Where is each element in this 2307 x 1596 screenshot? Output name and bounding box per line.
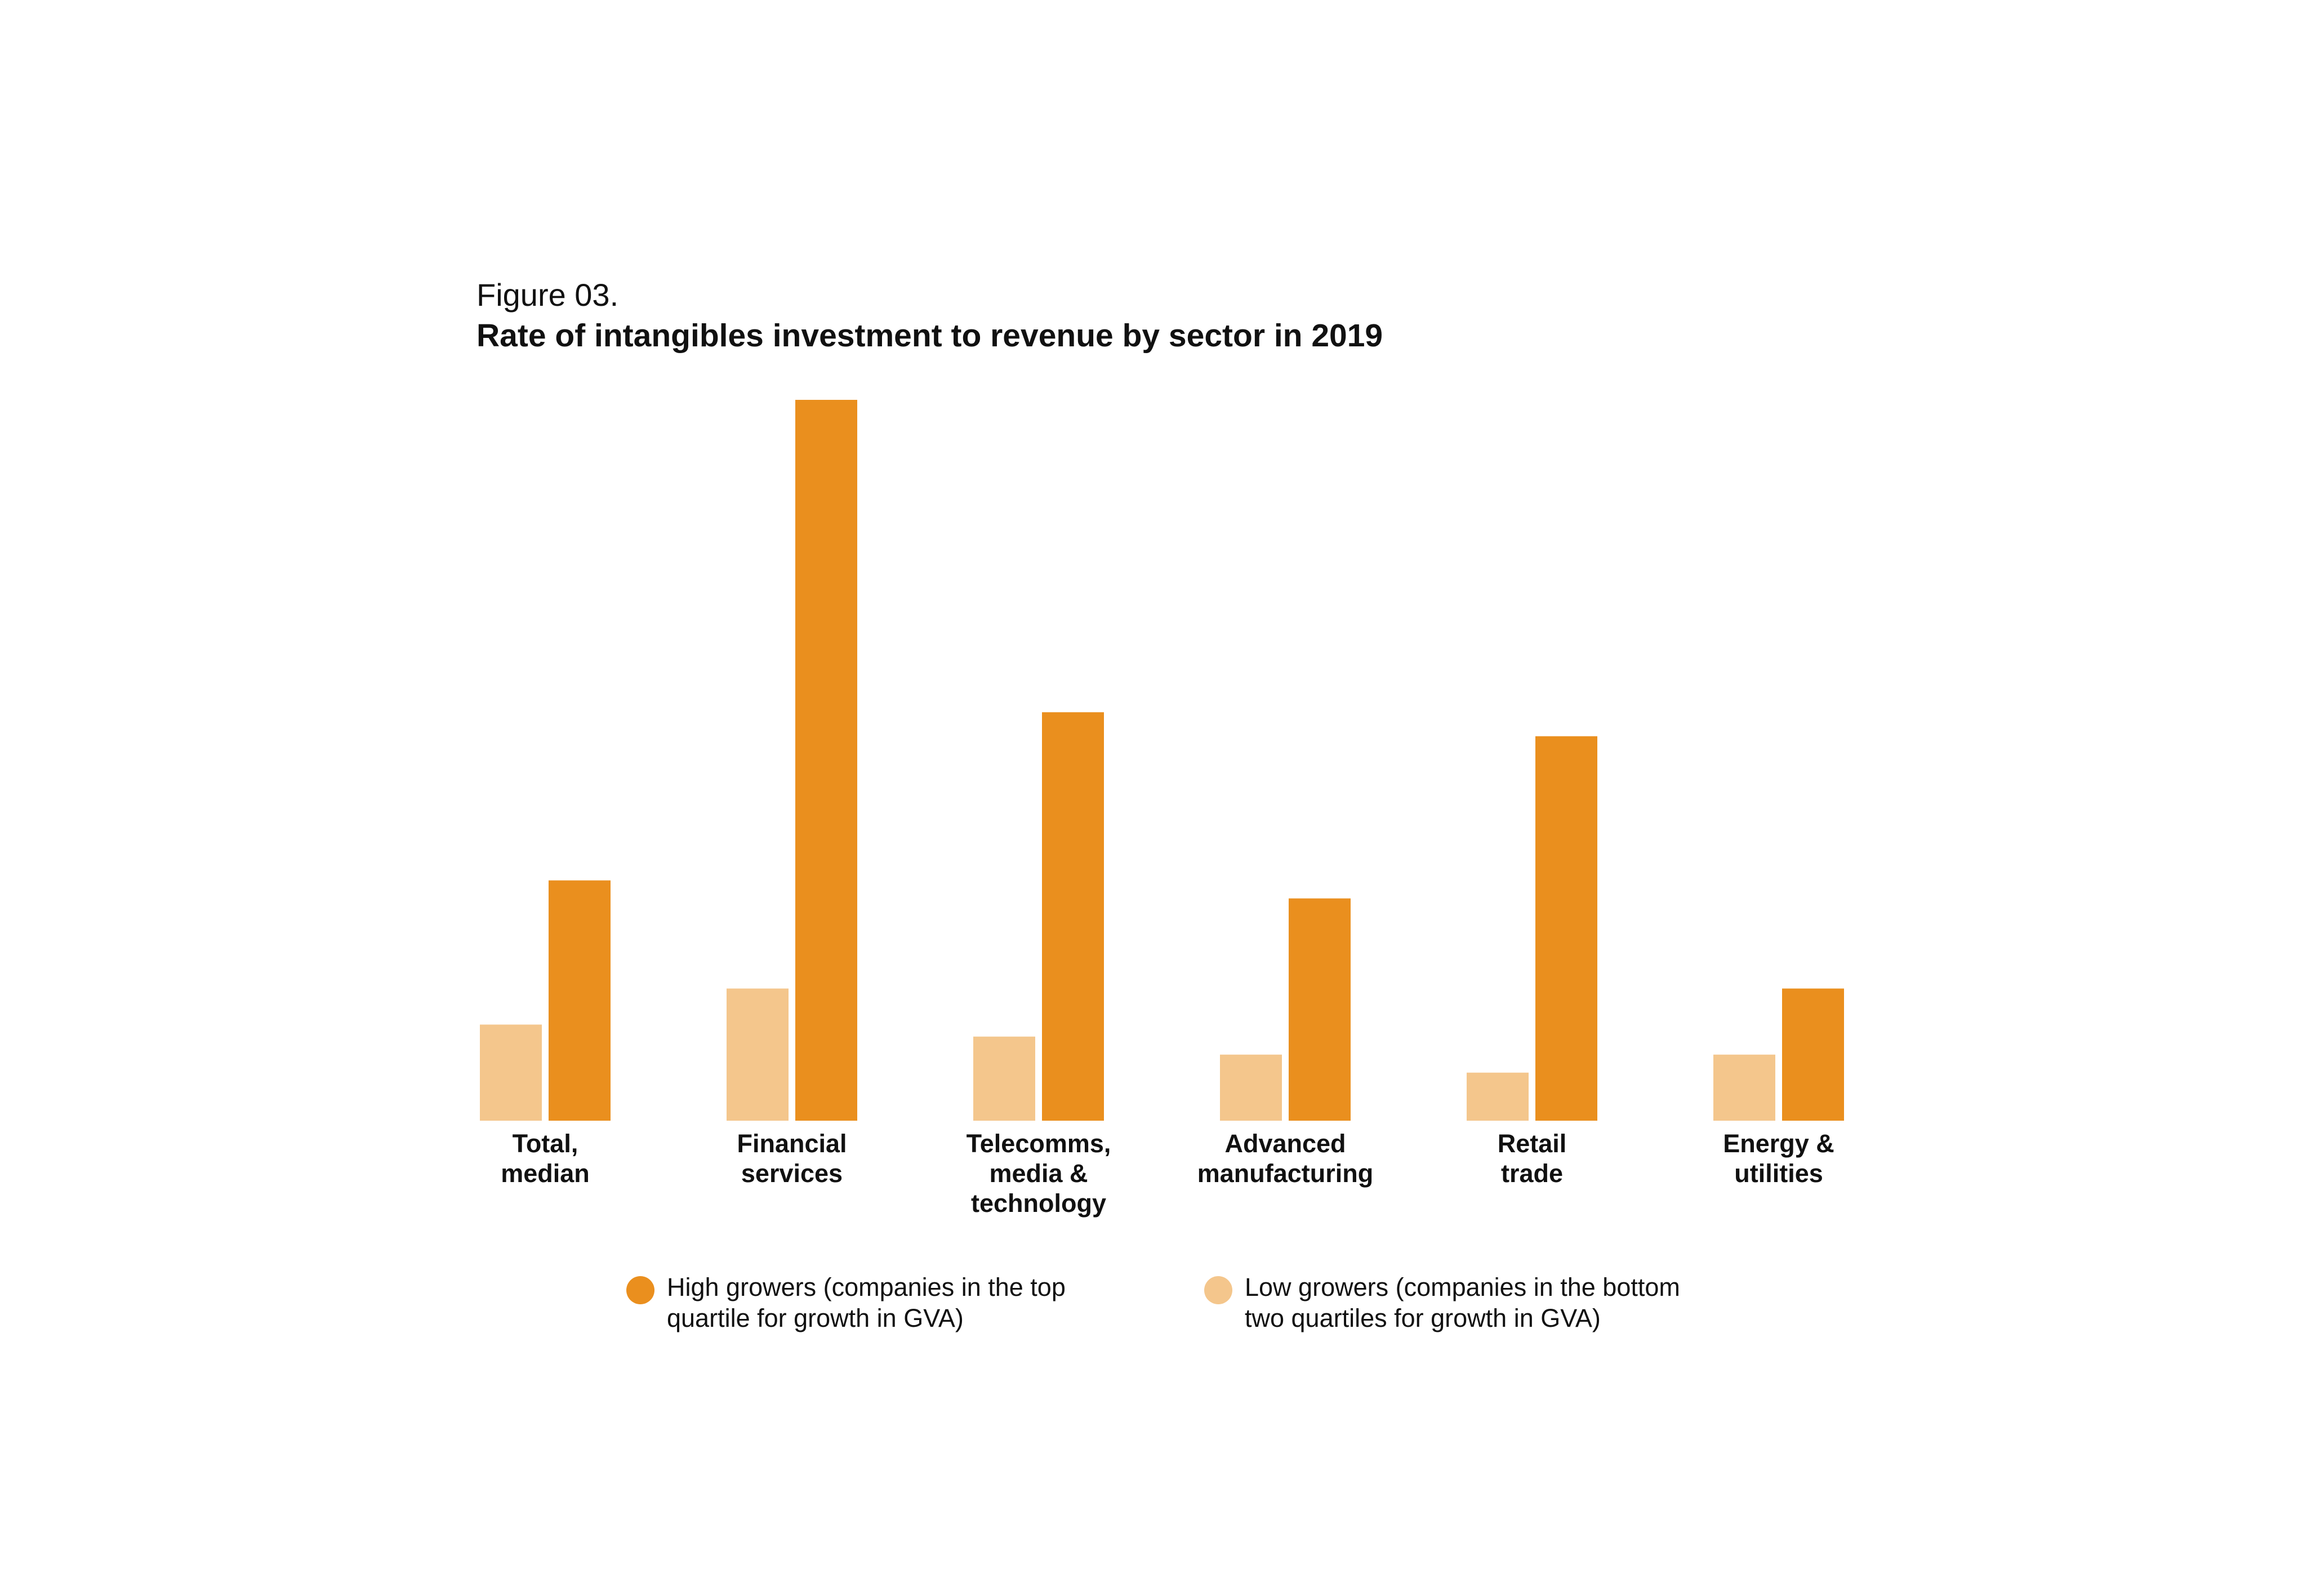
bar-low-0 xyxy=(480,1024,542,1121)
category-label-line: Telecomms, xyxy=(967,1129,1111,1158)
bars-group xyxy=(480,400,1844,1121)
legend-swatch-low-growers xyxy=(1204,1276,1232,1304)
bar-low-3 xyxy=(1220,1054,1282,1121)
category-label-line: median xyxy=(501,1159,590,1188)
category-label-line: technology xyxy=(971,1189,1106,1218)
category-label-2: Telecomms, media & technology xyxy=(967,1129,1111,1218)
bar-high-5 xyxy=(1782,988,1844,1121)
bar-low-4 xyxy=(1467,1072,1529,1121)
bar-high-2 xyxy=(1042,712,1104,1121)
category-label-5: Energy & utilities xyxy=(1723,1129,1834,1188)
category-label-0: Total, median xyxy=(501,1129,590,1188)
legend-label-high-growers: High growers (companies in the top quart… xyxy=(667,1273,1066,1332)
category-label-line: Retail xyxy=(1498,1129,1567,1158)
bar-high-3 xyxy=(1289,898,1351,1121)
category-label-1: Financial services xyxy=(737,1129,847,1188)
category-label-line: manufacturing xyxy=(1197,1159,1374,1188)
legend-item-high-growers: High growers (companies in the top quart… xyxy=(626,1272,1066,1334)
category-label-line: Total, xyxy=(513,1129,578,1158)
bar-low-2 xyxy=(973,1036,1035,1121)
legend-item-low-growers: Low growers (companies in the bottom two… xyxy=(1204,1272,1680,1334)
category-label-line: Financial xyxy=(737,1129,847,1158)
category-label-line: Advanced xyxy=(1224,1129,1346,1158)
category-label-line: media & xyxy=(989,1159,1088,1188)
bar-high-0 xyxy=(549,880,611,1121)
figure-label: Figure 03. xyxy=(476,277,619,313)
category-label-line: trade xyxy=(1501,1159,1563,1188)
category-label-4: Retail trade xyxy=(1498,1129,1567,1188)
category-label-3: Advanced manufacturing xyxy=(1197,1129,1374,1188)
bar-low-5 xyxy=(1713,1054,1775,1121)
legend-label-low-growers: Low growers (companies in the bottom two… xyxy=(1245,1273,1680,1332)
bar-high-4 xyxy=(1535,736,1597,1121)
legend-swatch-high-growers xyxy=(626,1276,654,1304)
category-label-line: utilities xyxy=(1734,1159,1823,1188)
bar-high-1 xyxy=(795,400,857,1121)
category-label-line: services xyxy=(741,1159,843,1188)
chart-title: Rate of intangibles investment to revenu… xyxy=(476,318,1383,354)
bar-low-1 xyxy=(727,988,789,1121)
category-label-line: Energy & xyxy=(1723,1129,1834,1158)
